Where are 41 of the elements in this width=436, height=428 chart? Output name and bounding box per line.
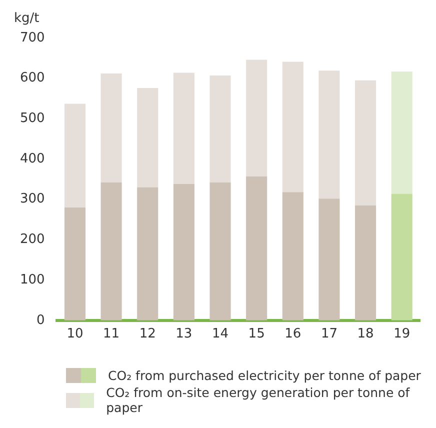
y-tick-label: 200 (20, 232, 45, 248)
x-tick-label: 17 (320, 326, 338, 342)
x-tick-label: 15 (248, 326, 265, 342)
y-tick-label: 600 (20, 70, 45, 86)
legend-label: CO₂ from purchased electricity per tonne of paper (108, 368, 421, 383)
bar (137, 88, 158, 188)
y-tick-label: 400 (20, 151, 45, 166)
x-tick-label: 12 (139, 326, 156, 342)
bar (100, 74, 122, 182)
bar (173, 72, 194, 184)
y-tick-label: 300 (20, 192, 45, 207)
x-tick-label: 16 (284, 326, 302, 342)
bar (391, 194, 412, 320)
x-tick-label: 13 (176, 326, 192, 342)
bar (354, 205, 376, 320)
bar (282, 192, 304, 320)
bar (318, 198, 340, 320)
y-axis-title: kg/t (14, 10, 40, 26)
bar (246, 60, 268, 176)
legend-label: CO₂ from on-site energy generation per tonne of paper (106, 385, 411, 415)
bar (354, 80, 376, 206)
y-tick-label: 100 (20, 272, 45, 288)
x-tick-label: 11 (103, 326, 120, 342)
y-tick-label: 0 (36, 312, 45, 328)
y-tick-label: 500 (20, 111, 45, 126)
bar (210, 182, 231, 320)
x-tick-label: 19 (394, 326, 410, 342)
bar (137, 187, 158, 320)
bar (391, 71, 412, 194)
bar (210, 76, 231, 182)
bar (282, 62, 304, 192)
bar (64, 104, 86, 208)
x-tick-label: 14 (212, 326, 229, 342)
x-tick-label: 10 (66, 326, 84, 342)
bar (318, 70, 340, 199)
bar (64, 207, 86, 320)
bar (246, 176, 268, 320)
bar (173, 184, 194, 320)
x-tick-label: 18 (357, 326, 374, 342)
bar (100, 182, 122, 320)
y-tick-label: 700 (20, 30, 45, 46)
